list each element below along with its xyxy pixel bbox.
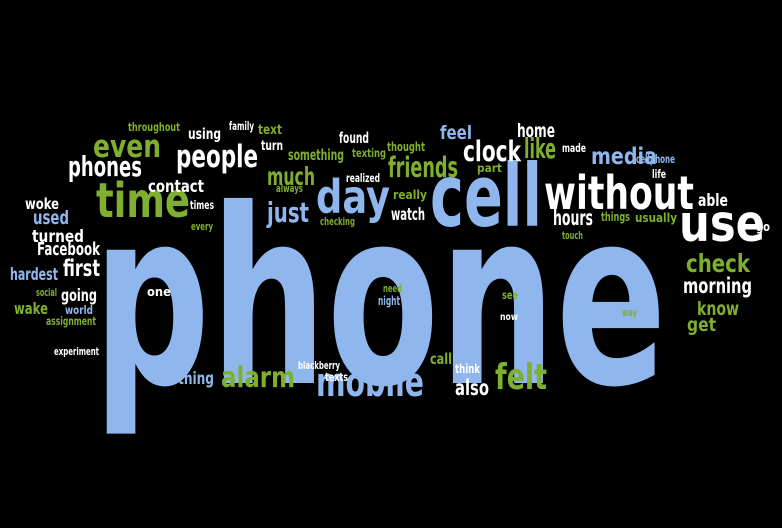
word-phones: phones: [68, 152, 142, 183]
word-media: media: [591, 144, 657, 170]
word-something: something: [288, 147, 344, 164]
word-family: family: [229, 119, 254, 133]
word-cell: cell: [430, 147, 543, 247]
word-phone: phone: [93, 158, 667, 441]
word-hardest: hardest: [10, 264, 59, 284]
word-call: call: [430, 351, 453, 368]
word-social: social: [36, 287, 58, 299]
word-use: use: [679, 194, 766, 253]
word-like: like: [524, 134, 556, 165]
word-day: day: [316, 170, 390, 224]
word-without: without: [544, 166, 694, 220]
word-turned: turned: [32, 226, 85, 246]
word-thing: thing: [178, 368, 215, 388]
word-one: one: [147, 284, 171, 299]
word-texting: texting: [352, 146, 386, 160]
word-wake: wake: [14, 299, 48, 318]
word-going: going: [61, 285, 98, 305]
word-clock: clock: [463, 135, 521, 168]
word-texts: texts: [325, 370, 349, 384]
word-watch: watch: [391, 204, 425, 224]
word-also: also: [455, 376, 490, 400]
word-experiment: experiment: [54, 346, 100, 358]
word-times: times: [190, 198, 215, 212]
word-even: even: [93, 129, 162, 165]
word-throughout: throughout: [128, 120, 180, 134]
word-thought: thought: [387, 139, 425, 154]
word-need: need: [383, 283, 403, 295]
word-used: used: [33, 207, 69, 229]
word-touch: touch: [562, 230, 583, 242]
word-first: first: [63, 256, 100, 282]
word-blackberry: blackberry: [298, 360, 340, 372]
word-really: really: [393, 187, 427, 202]
word-realized: realized: [346, 171, 380, 185]
word-check: check: [686, 249, 751, 278]
word-home: home: [517, 120, 556, 142]
word-just: just: [267, 198, 310, 229]
word-go: go: [756, 219, 770, 234]
word-turn: turn: [261, 138, 283, 154]
word-made: made: [562, 141, 586, 155]
word-assignment: assignment: [46, 314, 96, 328]
word-way: way: [622, 307, 637, 319]
word-contact: contact: [148, 176, 205, 196]
word-checking: checking: [320, 216, 355, 228]
word-world: world: [65, 303, 93, 317]
word-woke: woke: [25, 196, 60, 213]
word-using: using: [188, 126, 221, 143]
word-now: now: [500, 312, 518, 323]
word-feel: feel: [440, 122, 472, 144]
word-friends: friends: [388, 151, 459, 184]
word-people: people: [176, 139, 259, 175]
word-part: part: [477, 161, 502, 175]
word-much: much: [267, 162, 316, 191]
word-felt: felt: [495, 357, 547, 398]
word-found: found: [339, 130, 369, 147]
word-alarm: alarm: [221, 361, 296, 394]
word-things: things: [601, 209, 631, 224]
word-time: time: [96, 173, 191, 229]
word-cellphone: cellphone: [636, 152, 675, 166]
word-see: see: [502, 288, 519, 302]
word-every: every: [191, 221, 213, 233]
word-mobile: mobile: [316, 360, 425, 406]
word-text: text: [258, 122, 283, 138]
word-usually: usually: [635, 210, 677, 225]
word-hours: hours: [553, 206, 593, 230]
word-life: life: [652, 167, 667, 181]
word-able: able: [698, 190, 728, 210]
word-get: get: [687, 314, 717, 336]
word-think: think: [455, 361, 480, 376]
word-night: night: [378, 293, 401, 308]
word-morning: morning: [683, 274, 752, 298]
word-facebook: Facebook: [37, 239, 101, 260]
word-always: always: [276, 183, 304, 195]
word-know: know: [697, 298, 740, 320]
